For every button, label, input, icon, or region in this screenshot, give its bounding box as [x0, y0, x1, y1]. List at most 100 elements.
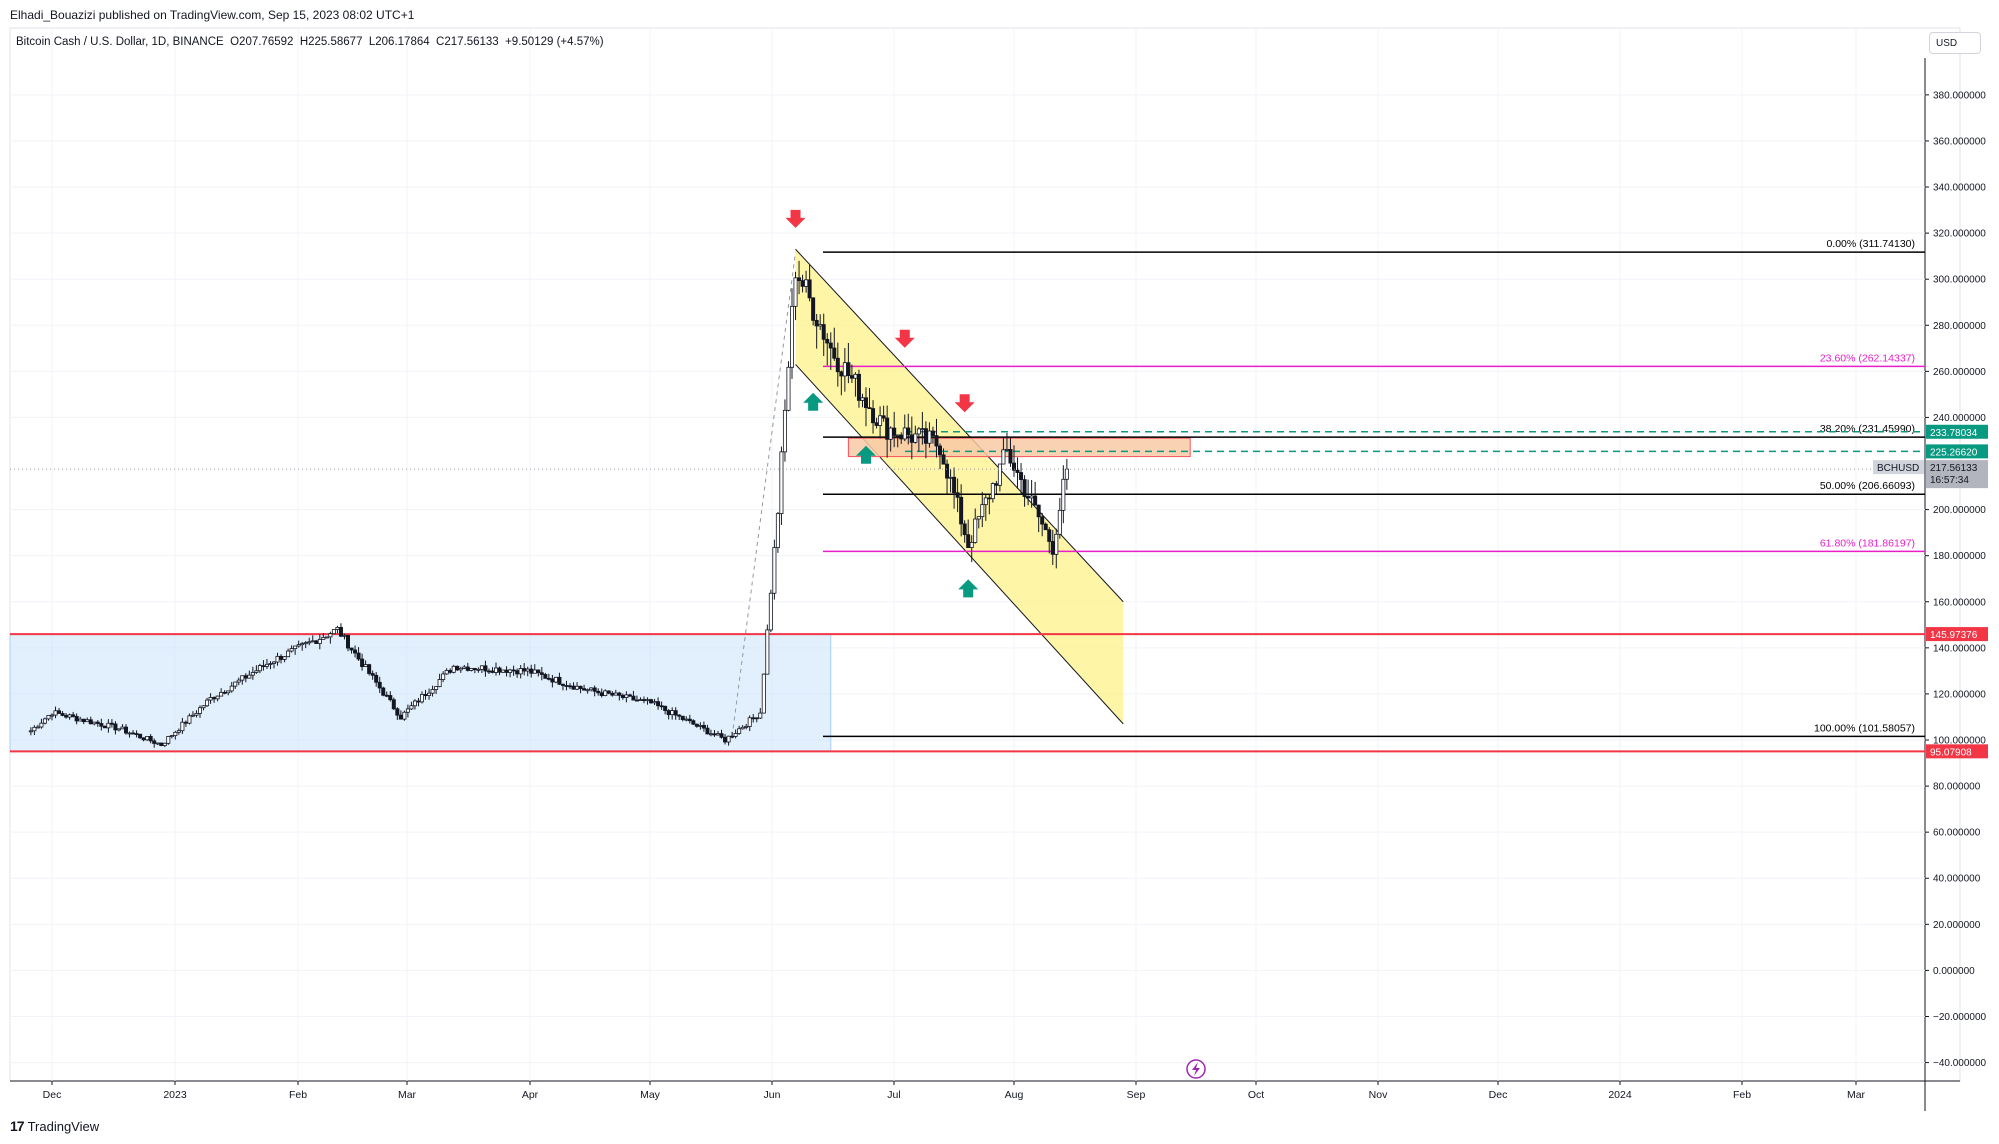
candle-body [504, 669, 509, 673]
candle-body [694, 723, 699, 727]
fib-level-label: 38.20% (231.45990) [1820, 423, 1915, 435]
x-axis-label: Feb [1733, 1089, 1751, 1101]
candle-body [307, 641, 312, 644]
candle-body [201, 705, 206, 709]
candle-body [1026, 496, 1031, 499]
fib-trend-line [731, 252, 797, 737]
candle-body [173, 731, 178, 737]
candle-body [976, 516, 981, 520]
candle-body [849, 375, 854, 379]
candle-body [553, 676, 558, 683]
candle-body [268, 663, 273, 665]
candle-body [835, 357, 840, 373]
candle-body [585, 689, 590, 692]
candle-body [53, 710, 58, 716]
candle-body [176, 730, 181, 733]
candle-body [183, 721, 188, 724]
candle-body [705, 727, 710, 735]
price-tag [1926, 444, 1988, 459]
candle-body [342, 634, 347, 637]
buy-arrow-icon [856, 445, 876, 464]
y-axis-label: 300.000000 [1933, 275, 1986, 286]
currency-button[interactable]: USD [1929, 32, 1981, 54]
candle-body [409, 705, 414, 710]
candle-body [78, 718, 83, 722]
x-axis-label: Dec [43, 1089, 62, 1101]
candle-body [708, 733, 713, 736]
candle-body [212, 697, 217, 700]
candle-body [479, 665, 484, 670]
candle-body [719, 733, 724, 738]
candle-body [441, 673, 446, 680]
candle-body [832, 347, 837, 359]
x-axis-label: Apr [522, 1089, 539, 1101]
footer-brand[interactable]: TradingView [27, 1118, 100, 1134]
y-axis-label: −40.000000 [1933, 1058, 1987, 1069]
candle-body [148, 736, 153, 742]
candle-body [169, 735, 174, 738]
candle-body [95, 721, 100, 724]
candle-body [568, 685, 573, 688]
candle-body [797, 277, 802, 282]
x-axis-label: Nov [1369, 1089, 1388, 1101]
y-axis-label: 80.000000 [1933, 782, 1981, 793]
candle-body [511, 669, 516, 672]
candle-body [786, 366, 791, 411]
candle-body [571, 685, 576, 690]
x-axis-label: 2023 [163, 1089, 187, 1101]
candle-body [522, 668, 527, 672]
lightning-bolt-icon [1192, 1062, 1200, 1076]
candle-body [1015, 469, 1020, 473]
candle-body [155, 742, 160, 745]
candle-body [324, 636, 329, 639]
candle-body [723, 736, 728, 743]
candle-body [71, 714, 76, 717]
candle-body [624, 694, 629, 698]
candle-body [462, 666, 467, 669]
candle-body [790, 305, 795, 368]
candle-body [88, 719, 93, 725]
candle-body [469, 668, 474, 671]
candle-body [32, 726, 37, 732]
ohlc-change: +9.50129 (+4.57%) [505, 36, 604, 48]
candle-body [564, 685, 569, 687]
candle-body [916, 428, 921, 435]
candle-body [818, 324, 823, 327]
candle-body [666, 710, 671, 716]
candle-body [536, 669, 541, 674]
channel-lower-line [795, 364, 1124, 725]
candle-body [867, 407, 872, 410]
candle-body [740, 726, 745, 730]
candle-body [145, 736, 150, 741]
candle-body [899, 434, 904, 440]
candle-body [398, 714, 403, 720]
candle-body [860, 397, 865, 401]
symbol-name[interactable]: Bitcoin Cash / U.S. Dollar, 1D, BINANCE [16, 36, 224, 48]
candle-body [229, 685, 234, 692]
candle-body [638, 699, 643, 701]
candle-body [793, 277, 798, 307]
candle-body [779, 451, 784, 515]
candle-body [205, 699, 210, 707]
candle-body [250, 672, 255, 676]
candle-body [180, 721, 185, 732]
candle-body [856, 373, 861, 401]
candle-body [501, 669, 506, 673]
candle-body [1036, 504, 1041, 518]
x-axis-label: Mar [1847, 1089, 1866, 1101]
candle-body [684, 718, 689, 721]
candle-body [807, 279, 812, 299]
y-axis-label: 360.000000 [1933, 136, 1986, 147]
tradingview-logo-icon[interactable]: 17 [10, 1118, 25, 1134]
fib-level-label: 61.80% (181.86197) [1820, 537, 1915, 549]
ohlc-close: C217.56133 [436, 36, 499, 48]
candle-body [402, 711, 407, 720]
candle-body [839, 371, 844, 377]
candle-body [405, 708, 410, 713]
candle-body [804, 279, 809, 287]
candle-body [754, 717, 759, 720]
candle-body [134, 733, 139, 735]
candle-body [159, 742, 164, 746]
candle-body [656, 701, 661, 707]
